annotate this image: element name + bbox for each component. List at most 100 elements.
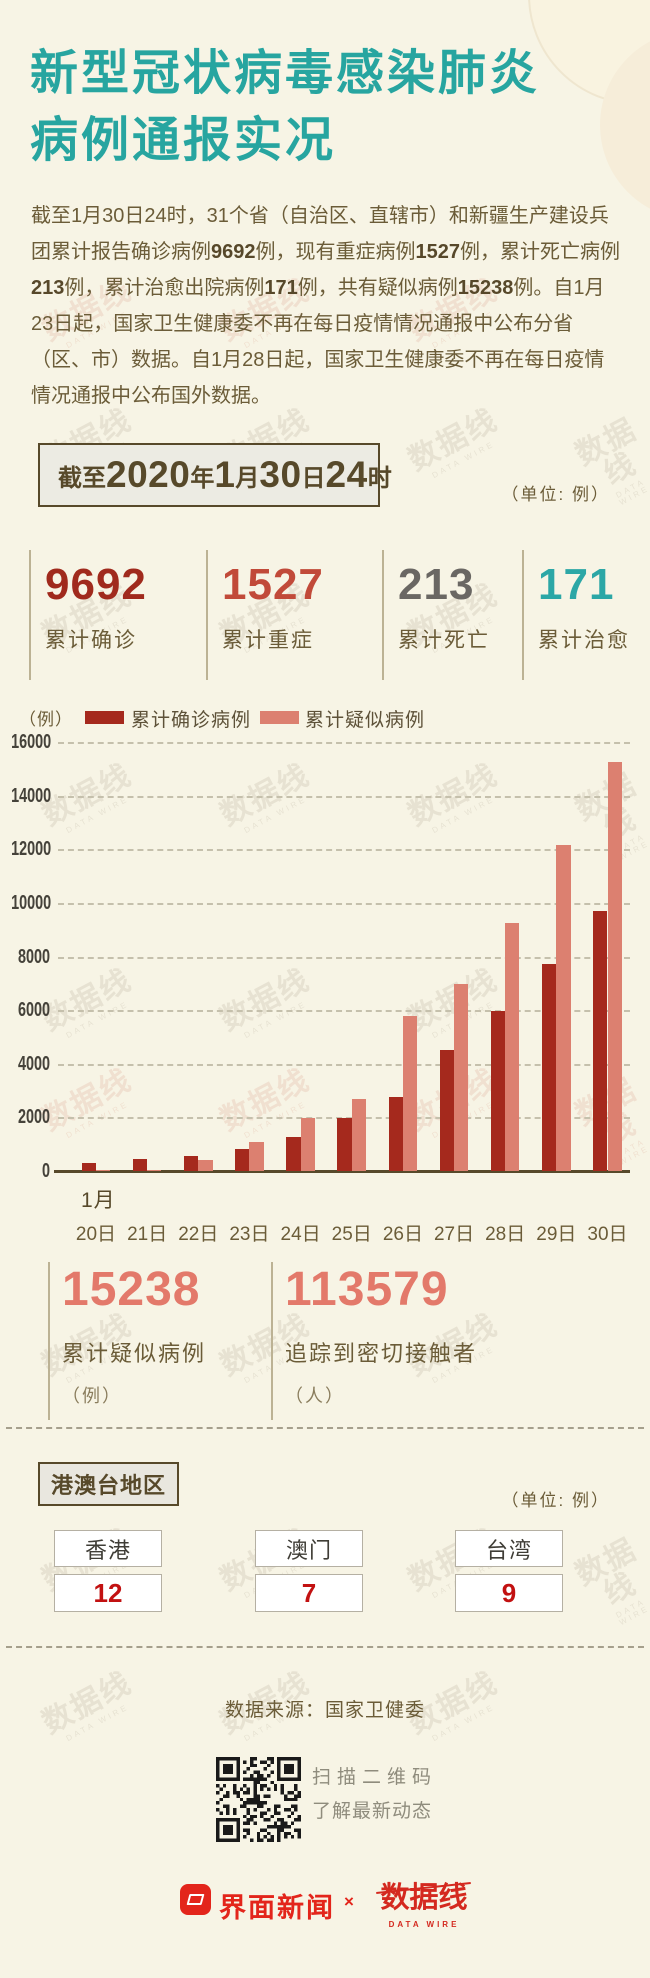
region-name: 台湾: [455, 1530, 563, 1567]
bar-累计确诊病例-21日: [132, 1159, 148, 1171]
bar-累计疑似病例-27日: [454, 984, 469, 1171]
region-value: 9: [455, 1574, 563, 1612]
intro-paragraph: 截至1月30日24时，31个省（自治区、直辖市）和新疆生产建设兵团累计报告确诊病…: [31, 198, 621, 414]
region-value: 12: [54, 1574, 162, 1612]
intro-highlight-number: 213: [31, 277, 65, 299]
datawire-logo-subtext: DATA WIRE: [388, 1920, 460, 1929]
section-divider-2: [6, 1646, 644, 1648]
banner-segment: 年: [190, 464, 215, 492]
x-axis-tick-24日: 24日: [280, 1224, 321, 1245]
gridline-10000: [58, 902, 630, 905]
banner-segment: 月: [235, 464, 260, 492]
page-title: 新型冠状病毒感染肺炎 病例通报实况: [30, 40, 540, 174]
y-axis-tick-label: 2000: [17, 1106, 50, 1129]
x-axis-tick-20日: 20日: [75, 1224, 117, 1245]
bar-累计确诊病例-30日: [593, 911, 608, 1171]
x-axis-tick-23日: 23日: [229, 1224, 270, 1245]
x-axis-tick-28日: 28日: [485, 1224, 526, 1245]
banner-segment: 时: [367, 464, 392, 492]
summary-stat-累计治愈: 171 累计治愈: [522, 550, 630, 680]
x-axis-tick-29日: 29日: [536, 1224, 577, 1245]
data-source-note: 数据来源：国家卫健委: [224, 1700, 425, 1721]
banner-segment: 日: [301, 464, 326, 492]
gridline-16000: [58, 742, 630, 744]
banner-segment: 截至: [58, 464, 106, 492]
gridline-14000: [58, 795, 630, 798]
x-axis-tick-22日: 22日: [178, 1224, 219, 1245]
datawire-logo-text: 数据线: [380, 1874, 467, 1916]
x-axis-tick-25日: 25日: [331, 1224, 372, 1245]
x-axis-month-label: 1月: [81, 1189, 116, 1212]
summary-stat-累计死亡: 213 累计死亡: [382, 550, 490, 680]
bar-累计确诊病例-25日: [337, 1118, 352, 1171]
bar-累计确诊病例-20日: [81, 1163, 96, 1171]
intro-highlight-number: 15238: [457, 277, 514, 299]
stat-unit: （例）: [62, 1386, 122, 1406]
banner-segment: 30: [259, 454, 302, 495]
summary-stat-累计确诊: 9692 累计确诊: [29, 550, 147, 680]
jiemian-news-logo-icon: [180, 1884, 211, 1915]
jiemian-news-logo-text: 界面新闻: [219, 1893, 335, 1923]
intro-highlight-number: 9692: [211, 241, 256, 263]
y-axis-tick-label: 0: [41, 1160, 50, 1182]
bar-累计疑似病例-24日: [300, 1118, 315, 1171]
intro-text: 例，现有重症病例: [255, 241, 416, 263]
brand-cross-separator: ×: [344, 1892, 354, 1911]
gridline-6000: [58, 1010, 630, 1013]
y-axis-tick-label: 10000: [11, 891, 52, 914]
y-axis-tick-label: 14000: [11, 784, 52, 807]
bar-累计疑似病例-30日: [607, 762, 622, 1171]
x-axis-tick-30日: 30日: [587, 1224, 628, 1245]
bar-累计确诊病例-22日: [184, 1155, 199, 1171]
legend-swatch-confirmed: [85, 711, 124, 724]
datawire-logo: 数据线 DATA WIRE: [380, 1874, 468, 1929]
bar-累计疑似病例-29日: [556, 844, 571, 1171]
bar-累计疑似病例-28日: [505, 923, 520, 1171]
banner-segment: 1: [214, 454, 236, 495]
intro-text: 例，累计治愈出院病例: [64, 277, 265, 299]
as-of-date-banner: 截至 2020 年 1 月 30 日 24 时: [38, 443, 392, 507]
summary-stat-累计重症: 1527 累计重症: [206, 550, 324, 680]
jiemian-glyph: [186, 1894, 205, 1905]
legend-label-confirmed: 累计确诊病例: [131, 710, 252, 731]
secondary-stat-追踪到密切接触者: 113579 追踪到密切接触者 （人）: [271, 1262, 477, 1420]
bar-累计确诊病例-23日: [235, 1148, 250, 1171]
hmt-section-title: 港澳台地区: [38, 1462, 179, 1506]
region-card-台湾: 台湾 9: [455, 1530, 563, 1612]
gridline-8000: [58, 956, 630, 959]
region-value: 7: [255, 1574, 363, 1612]
region-name: 澳门: [255, 1530, 363, 1567]
gridline-4000: [58, 1063, 630, 1066]
bar-chart-plot: 16000 14000 12000 10000 8000 6000 4000 2000 0: [11, 731, 630, 1182]
bar-累计确诊病例-24日: [286, 1136, 301, 1171]
qr-caption-line2: 了解最新动态: [312, 1801, 433, 1822]
banner-segment: 24: [325, 454, 368, 495]
bar-累计疑似病例-22日: [198, 1160, 213, 1171]
stat-label: 累计确诊: [45, 629, 137, 653]
hmt-unit-note: （单位: 例）: [501, 1491, 610, 1510]
qr-caption-line1: 扫描二维码: [312, 1767, 438, 1788]
bar-累计确诊病例-26日: [388, 1097, 403, 1171]
intro-text: 例，累计死亡病例: [460, 241, 620, 263]
bar-累计疑似病例-23日: [249, 1142, 264, 1171]
banner-segment: 2020: [106, 454, 191, 495]
stat-value: 1527: [222, 560, 324, 609]
region-card-香港: 香港 12: [54, 1530, 162, 1612]
secondary-stat-累计疑似病例: 15238 累计疑似病例 （例）: [48, 1262, 206, 1420]
y-axis-tick-label: 12000: [11, 838, 52, 861]
y-axis-tick-label: 8000: [17, 945, 50, 968]
intro-highlight-number: 1527: [415, 241, 461, 263]
bar-累计确诊病例-27日: [439, 1049, 455, 1171]
unit-note: （单位: 例）: [501, 485, 610, 504]
chart-unit-label: （例）: [19, 710, 73, 729]
x-axis-tick-21日: 21日: [127, 1224, 168, 1245]
bar-累计疑似病例-20日: [96, 1169, 111, 1171]
section-divider: [6, 1427, 644, 1429]
stat-unit: （人）: [285, 1386, 345, 1406]
legend-swatch-suspected: [260, 711, 299, 724]
intro-text: 截至1月30日24时，31个省（自治区、直辖市）和新疆生产建设兵团累计报告确诊病…: [31, 205, 609, 263]
x-axis-tick-26日: 26日: [382, 1224, 423, 1245]
stat-value: 113579: [285, 1263, 449, 1316]
